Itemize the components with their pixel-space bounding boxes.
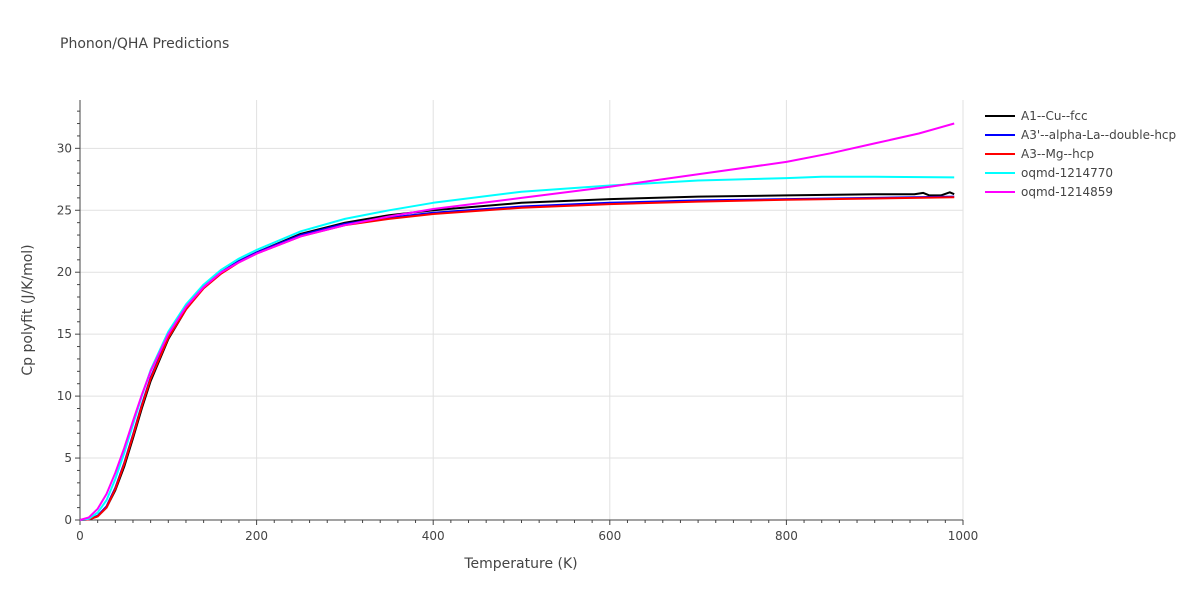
- axes: [75, 100, 964, 525]
- y-tick-label: 30: [57, 141, 72, 155]
- chart-title: Phonon/QHA Predictions: [60, 36, 230, 52]
- grid-lines: [80, 100, 964, 520]
- legend-label: oqmd-1214770: [1021, 165, 1114, 180]
- y-tick-label: 5: [64, 451, 72, 465]
- x-tick-label: 200: [245, 529, 268, 543]
- legend-item[interactable]: A3'--alpha-La--double-hcp: [985, 125, 1176, 144]
- series-line: [79, 191, 955, 521]
- legend-label: oqmd-1214859: [1021, 184, 1114, 199]
- y-tick-label: 25: [57, 203, 72, 217]
- x-tick-label: 800: [775, 529, 798, 543]
- x-tick-label: 0: [76, 529, 84, 543]
- series-line: [79, 175, 955, 521]
- tick-labels: 0 200 400 600 800 1000 0 5 10 15 20 25 30: [57, 141, 979, 543]
- x-tick-label: 1000: [948, 529, 979, 543]
- legend-swatch: [985, 171, 1015, 174]
- series-line: [79, 195, 955, 521]
- series-line: [79, 122, 955, 521]
- legend-swatch: [985, 114, 1015, 117]
- y-axis-label: Cp polyfit (J/K/mol): [20, 244, 36, 375]
- legend-item[interactable]: oqmd-1214859: [985, 182, 1176, 201]
- legend-label: A3--Mg--hcp: [1021, 146, 1094, 161]
- series-line: [79, 196, 955, 521]
- legend-swatch: [985, 152, 1015, 155]
- y-tick-label: 0: [64, 513, 72, 527]
- legend: A1--Cu--fcc A3'--alpha-La--double-hcp A3--…: [985, 106, 1176, 201]
- legend-label: A1--Cu--fcc: [1021, 108, 1088, 123]
- y-tick-label: 20: [57, 265, 72, 279]
- legend-swatch: [985, 133, 1015, 136]
- plot-area: [79, 122, 955, 521]
- y-tick-label: 10: [57, 389, 72, 403]
- legend-item[interactable]: A3--Mg--hcp: [985, 144, 1176, 163]
- x-tick-label: 400: [422, 529, 445, 543]
- x-axis-label: Temperature (K): [463, 556, 577, 572]
- legend-item[interactable]: oqmd-1214770: [985, 163, 1176, 182]
- x-tick-label: 600: [598, 529, 621, 543]
- legend-swatch: [985, 190, 1015, 193]
- y-tick-label: 15: [57, 327, 72, 341]
- legend-item[interactable]: A1--Cu--fcc: [985, 106, 1176, 125]
- legend-label: A3'--alpha-La--double-hcp: [1021, 127, 1177, 142]
